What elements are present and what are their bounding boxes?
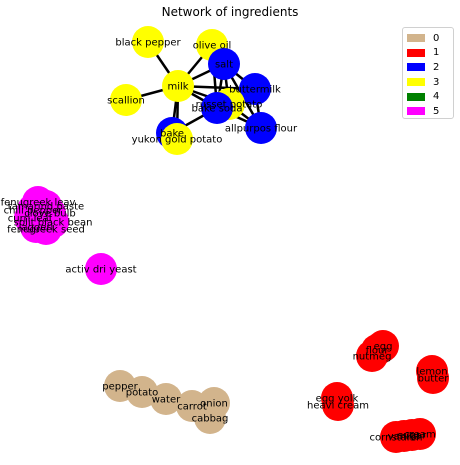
node-salt bbox=[208, 48, 240, 80]
node-label-yukon_gold_potato: yukon gold potato bbox=[132, 135, 223, 146]
node-label-milk: milk bbox=[167, 82, 188, 93]
legend-item: 2 bbox=[407, 60, 449, 75]
node-cabbage bbox=[194, 402, 226, 434]
node-buttermilk bbox=[239, 73, 271, 105]
node-label-bake: bake bbox=[160, 129, 184, 140]
node-label-activ_dri_yeast: activ dri yeast bbox=[65, 265, 136, 276]
node-heavy_cream bbox=[322, 389, 354, 421]
node-label-water: water bbox=[152, 395, 181, 406]
node-label-flour: flour bbox=[366, 346, 390, 357]
legend-swatch bbox=[407, 63, 425, 72]
legend-item: 5 bbox=[407, 104, 449, 119]
nodes bbox=[14, 26, 449, 453]
node-activ_dri_yeast bbox=[85, 253, 117, 285]
node-label-egg_yolk: egg yolk bbox=[316, 394, 359, 405]
legend-swatch bbox=[407, 92, 425, 101]
node-label-vanilla: vanilla bbox=[388, 432, 421, 443]
legend: 0 1 2 3 4 5 bbox=[402, 27, 454, 119]
legend-label: 5 bbox=[433, 105, 440, 117]
legend-label: 3 bbox=[433, 76, 440, 88]
node-label-buttermilk: buttermilk bbox=[229, 85, 281, 96]
legend-label: 0 bbox=[433, 32, 440, 44]
node-yukon_gold_potato bbox=[161, 123, 193, 155]
legend-swatch bbox=[407, 34, 425, 43]
node-baking_soda bbox=[201, 92, 233, 124]
node-label-nutmeg: nutmeg bbox=[353, 352, 392, 363]
node-label-m6: split black bean bbox=[14, 218, 93, 229]
node-label-m8: fenugreek seed bbox=[7, 225, 85, 236]
node-label-m3: chili pepper bbox=[4, 206, 64, 217]
node-cream bbox=[404, 418, 436, 450]
legend-label: 1 bbox=[433, 47, 440, 59]
legend-swatch bbox=[407, 48, 425, 57]
node-label-black_pepper: black pepper bbox=[115, 38, 181, 49]
node-label-russet_potato: russet potato bbox=[196, 100, 263, 111]
node-label-lemon: lemon bbox=[416, 367, 447, 378]
node-label-cabbage: cabbag bbox=[192, 414, 229, 425]
legend-swatch bbox=[407, 78, 425, 87]
node-water bbox=[150, 383, 182, 415]
node-label-m2: tamarind paste bbox=[8, 202, 84, 213]
node-label-baking_soda: bake soda bbox=[191, 104, 242, 115]
node-scallion bbox=[110, 84, 142, 116]
node-label-scallion: scallion bbox=[107, 96, 145, 107]
node-label-butter: butter bbox=[418, 374, 450, 385]
node-label-heavy_cream: heavi cream bbox=[307, 401, 369, 412]
node-label-salt: salt bbox=[215, 60, 233, 71]
legend-item: 1 bbox=[407, 46, 449, 61]
chart-title: Network of ingredients bbox=[161, 5, 299, 19]
node-black_pepper bbox=[132, 26, 164, 58]
node-milk bbox=[162, 70, 194, 102]
node-label-m5: curri leaf bbox=[8, 214, 53, 225]
node-m8 bbox=[30, 213, 62, 245]
node-label-pepper: pepper bbox=[102, 382, 138, 393]
legend-item: 0 bbox=[407, 31, 449, 46]
node-label-egg: egg bbox=[374, 342, 393, 353]
node-label-allpurpose_flour: allpurpos flour bbox=[225, 124, 298, 135]
node-label-cornstarch: cornstarch bbox=[370, 433, 423, 444]
legend-item: 4 bbox=[407, 89, 449, 104]
node-labels: black pepper olive oil salt milk buttermilk s… bbox=[1, 38, 450, 444]
node-label-sugar: sugar bbox=[398, 431, 427, 442]
node-nutmeg bbox=[356, 340, 388, 372]
node-label-m7: jaggeri bbox=[18, 223, 54, 234]
node-butter bbox=[417, 362, 449, 394]
legend-label: 4 bbox=[433, 91, 440, 103]
legend-label: 2 bbox=[433, 61, 440, 73]
node-label-m4: clove bulb bbox=[24, 209, 75, 220]
legend-item: 3 bbox=[407, 75, 449, 90]
node-label-olive_oil: olive oil bbox=[193, 41, 232, 52]
legend-swatch bbox=[407, 107, 425, 116]
node-potato bbox=[126, 376, 158, 408]
node-label-potato: potato bbox=[126, 388, 159, 399]
node-allpurpose_flour bbox=[245, 112, 277, 144]
node-label-m1: fenugreek leav bbox=[1, 198, 76, 209]
node-label-carrot: carrot bbox=[177, 402, 207, 413]
node-label-cream: cream bbox=[404, 430, 435, 441]
node-label-onion: onion bbox=[200, 399, 228, 410]
